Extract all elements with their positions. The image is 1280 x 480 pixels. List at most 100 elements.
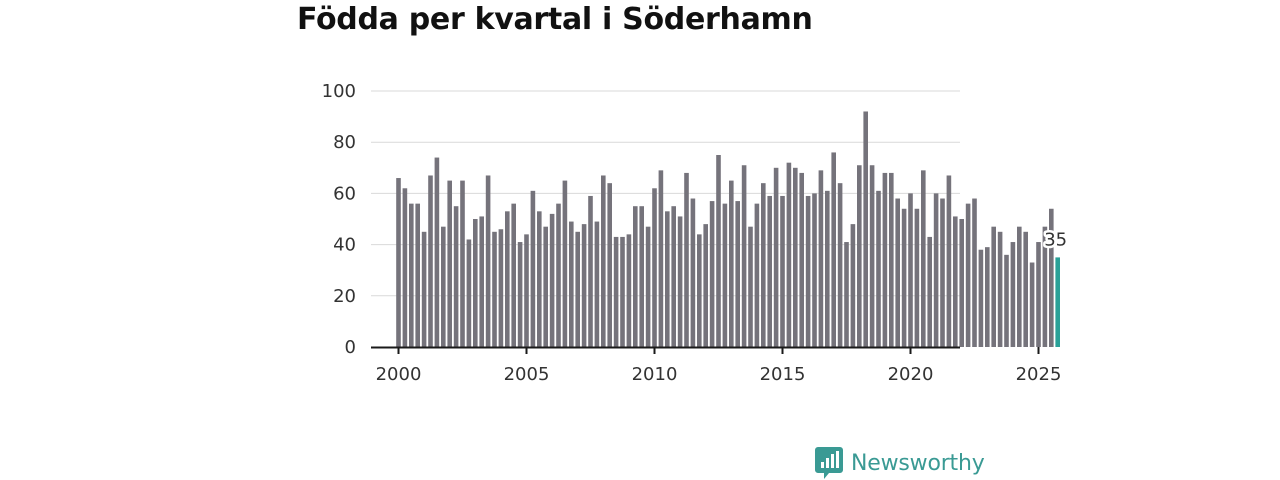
bar-2003-k3 — [485, 175, 491, 347]
bar-2000-k2 — [402, 188, 408, 347]
bar-2024-k4 — [1029, 262, 1035, 347]
bar-2025-k2 — [1042, 226, 1048, 347]
bar-2003-k4 — [492, 231, 497, 347]
bar-2010-k2 — [658, 170, 664, 347]
bar-2008-k1 — [601, 175, 606, 347]
bar-2024-k1 — [1010, 242, 1016, 347]
bar-2014-k4 — [773, 167, 779, 347]
bar-2021-k2 — [940, 198, 945, 347]
x-axis — [371, 346, 1040, 354]
bar-2009-k3 — [639, 206, 644, 347]
bar-2002-k4 — [466, 239, 472, 347]
bar-2012-k2 — [709, 201, 715, 347]
x-tick-label: 2025 — [1016, 364, 1062, 385]
bar-chart: 0 20 40 60 80 100 2000 2005 2010 2015 2020 2025 35 — [321, 81, 1068, 385]
bar-2003-k1 — [473, 219, 478, 347]
bar-2015-k2 — [786, 162, 792, 347]
y-tick-label: 100 — [322, 81, 356, 102]
bar-2018-k4 — [876, 190, 881, 347]
y-tick-label: 80 — [333, 132, 356, 153]
bar-2022-k1 — [959, 219, 964, 347]
bar-2016-k3 — [818, 170, 824, 347]
bar-2004-k3 — [511, 203, 516, 347]
bar-2021-k3 — [946, 175, 952, 347]
bar-2013-k2 — [735, 201, 740, 347]
bar-2005-k4 — [543, 226, 548, 347]
bar-2004-k2 — [505, 211, 510, 347]
newsworthy-logo-icon — [815, 447, 843, 479]
y-tick-label: 60 — [333, 183, 356, 204]
bar-2004-k4 — [517, 242, 523, 347]
bar-2020-k4 — [927, 236, 932, 347]
bar-2017-k3 — [844, 242, 849, 347]
bar-2017-k4 — [850, 224, 856, 347]
bar-2024-k2 — [1017, 226, 1022, 347]
bar-2000-k1 — [396, 178, 401, 347]
bar-2019-k3 — [895, 198, 900, 347]
bar-2013-k1 — [729, 180, 734, 347]
bar-2009-k1 — [626, 234, 632, 347]
bar-2017-k2 — [837, 183, 843, 347]
bar-2009-k2 — [633, 206, 638, 347]
bar-2006-k1 — [549, 213, 555, 347]
bar-2015-k4 — [799, 172, 804, 347]
bar-2001-k4 — [441, 226, 446, 347]
bar-2011-k1 — [677, 216, 683, 347]
bars — [396, 111, 1060, 347]
brand-name: Newsworthy — [851, 450, 985, 476]
bar-2018-k3 — [869, 165, 875, 347]
bar-2019-k1 — [882, 172, 888, 347]
y-tick-label: 40 — [333, 235, 356, 256]
y-tick-label: 20 — [333, 286, 356, 307]
bar-2007-k3 — [588, 195, 593, 347]
bar-2001-k2 — [428, 175, 433, 347]
bar-2018-k1 — [857, 165, 862, 347]
bar-2006-k4 — [569, 221, 574, 347]
x-tick-label: 2010 — [632, 364, 678, 385]
x-axis-labels: 2000 2005 2010 2015 2020 2025 — [376, 364, 1062, 385]
bar-2000-k4 — [415, 203, 420, 347]
highlight-value-label: 35 — [1044, 229, 1067, 250]
bar-2021-k4 — [953, 216, 958, 347]
bar-2007-k2 — [581, 224, 587, 347]
bar-2022-k4 — [978, 249, 984, 347]
bar-2017-k1 — [831, 152, 836, 347]
y-axis-labels: 0 20 40 60 80 100 — [322, 81, 356, 358]
bar-2006-k2 — [556, 203, 561, 347]
bar-2010-k4 — [671, 206, 676, 347]
bar-2023-k3 — [997, 231, 1003, 347]
bar-2003-k2 — [479, 216, 484, 347]
bar-2016-k4 — [825, 190, 830, 347]
bar-2005-k3 — [537, 211, 542, 347]
bar-2016-k2 — [812, 193, 817, 347]
x-tick-label: 2000 — [376, 364, 422, 385]
bar-2002-k3 — [460, 180, 465, 347]
bar-2012-k4 — [722, 203, 728, 347]
bar-2014-k2 — [761, 183, 766, 347]
bar-2002-k1 — [447, 180, 452, 347]
chart-title: Födda per kvartal i Söderhamn — [297, 2, 813, 37]
bar-2004-k1 — [498, 229, 504, 347]
bar-2024-k3 — [1023, 231, 1028, 347]
bar-2013-k4 — [748, 226, 753, 347]
bar-2010-k3 — [665, 211, 670, 347]
bar-2009-k4 — [645, 226, 651, 347]
bar-2008-k4 — [620, 236, 625, 347]
bar-2002-k2 — [453, 206, 459, 347]
bar-2012-k3 — [716, 155, 721, 347]
bar-2018-k2 — [863, 111, 868, 347]
bar-2008-k3 — [613, 236, 619, 347]
bar-2025-k1 — [1036, 242, 1041, 347]
bar-2019-k2 — [889, 172, 894, 347]
bar-2015-k3 — [793, 167, 798, 347]
y-tick-label: 0 — [345, 337, 356, 358]
bar-2020-k1 — [908, 193, 913, 347]
bar-2005-k1 — [524, 234, 529, 347]
bar-2019-k4 — [901, 208, 907, 347]
bar-2020-k2 — [914, 208, 920, 347]
bar-2008-k2 — [607, 183, 612, 347]
bar-2020-k3 — [921, 170, 926, 347]
bar-2005-k2 — [530, 190, 536, 347]
bar-2021-k1 — [933, 193, 939, 347]
brand-logo[interactable]: Newsworthy — [815, 446, 985, 480]
